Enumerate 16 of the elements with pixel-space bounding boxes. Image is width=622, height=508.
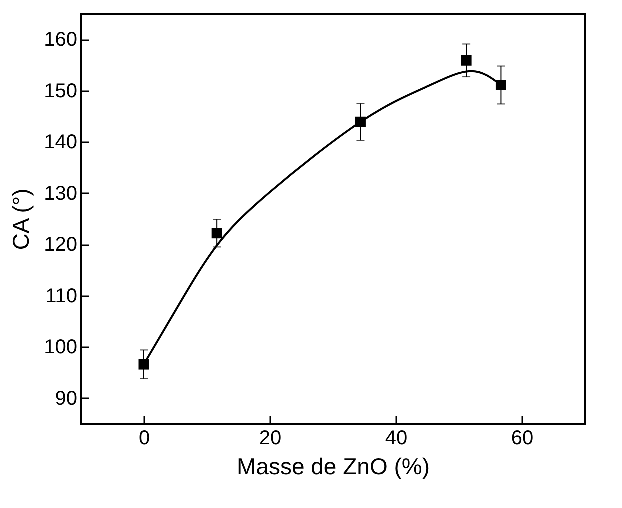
x-tick-label: 40	[385, 428, 408, 450]
x-tick-label: 60	[511, 428, 534, 450]
x-tick-label: 0	[138, 428, 150, 450]
y-tick-label: 110	[46, 285, 78, 308]
point	[212, 228, 222, 239]
x-tick-label: 20	[259, 428, 282, 450]
y-axis-title: CA (°)	[8, 188, 34, 250]
y-tick-label: 120	[44, 234, 78, 256]
y-tick-label: 160	[44, 29, 78, 52]
y-tick-label: 130	[44, 182, 78, 205]
x-axis-title: Masse de ZnO (%)	[237, 454, 430, 480]
point	[461, 55, 472, 66]
y-tick-label: 150	[44, 80, 78, 102]
y-tick-label: 100	[44, 336, 78, 359]
y-tick-label: 90	[55, 388, 78, 410]
y-tick-label: 140	[44, 132, 78, 154]
